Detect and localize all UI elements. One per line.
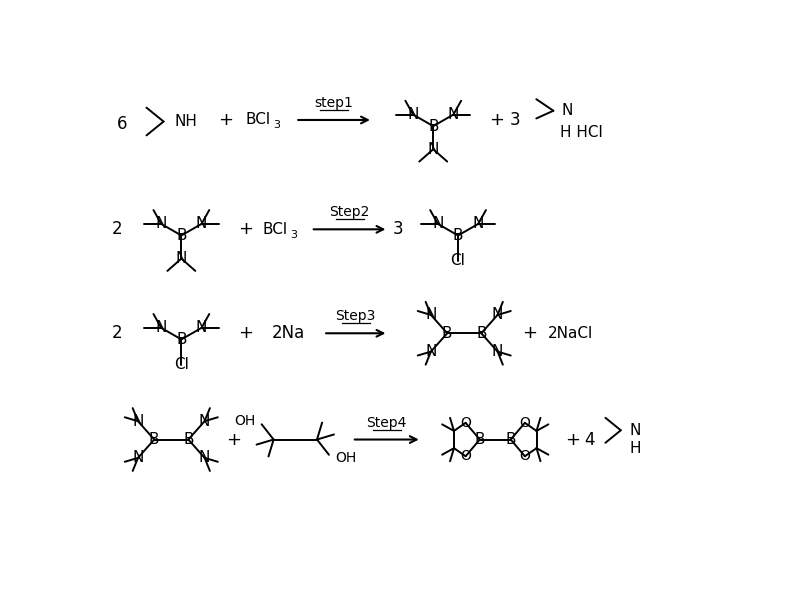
Text: N: N bbox=[426, 308, 437, 323]
Text: N: N bbox=[199, 414, 210, 429]
Text: N: N bbox=[629, 423, 641, 438]
Text: B: B bbox=[506, 432, 516, 447]
Text: +: + bbox=[226, 430, 241, 448]
Text: Cl: Cl bbox=[450, 253, 466, 268]
Text: N: N bbox=[199, 450, 210, 465]
Text: N: N bbox=[132, 414, 144, 429]
Text: +: + bbox=[566, 430, 580, 448]
Text: O: O bbox=[460, 449, 471, 464]
Text: 2: 2 bbox=[112, 220, 122, 238]
Text: 4: 4 bbox=[585, 430, 595, 448]
Text: step1: step1 bbox=[314, 96, 354, 110]
Text: Step4: Step4 bbox=[366, 415, 407, 429]
Text: B: B bbox=[183, 432, 194, 447]
Text: B: B bbox=[176, 332, 186, 347]
Text: 3: 3 bbox=[290, 230, 298, 240]
Text: N: N bbox=[448, 107, 459, 122]
Text: B: B bbox=[149, 432, 159, 447]
Text: 2: 2 bbox=[112, 324, 122, 343]
Text: BCl: BCl bbox=[262, 222, 288, 237]
Text: 3: 3 bbox=[393, 220, 404, 238]
Text: OH: OH bbox=[234, 414, 255, 428]
Text: B: B bbox=[453, 228, 463, 243]
Text: N: N bbox=[561, 103, 573, 118]
Text: N: N bbox=[473, 217, 484, 231]
Text: BCl: BCl bbox=[246, 113, 271, 128]
Text: +: + bbox=[522, 324, 538, 343]
Text: N: N bbox=[427, 141, 439, 157]
Text: N: N bbox=[407, 107, 419, 122]
Text: 3: 3 bbox=[510, 111, 520, 129]
Text: H HCl: H HCl bbox=[559, 125, 602, 140]
Text: N: N bbox=[196, 217, 207, 231]
Text: N: N bbox=[155, 217, 167, 231]
Text: B: B bbox=[474, 432, 485, 447]
Text: N: N bbox=[426, 344, 437, 359]
Text: 3: 3 bbox=[274, 120, 281, 131]
Text: 2Na: 2Na bbox=[272, 324, 306, 343]
Text: 6: 6 bbox=[117, 115, 127, 133]
Text: B: B bbox=[476, 326, 486, 341]
Text: B: B bbox=[442, 326, 453, 341]
Text: N: N bbox=[176, 251, 187, 266]
Text: N: N bbox=[492, 344, 503, 359]
Text: 2NaCl: 2NaCl bbox=[548, 326, 594, 341]
Text: OH: OH bbox=[335, 451, 356, 465]
Text: N: N bbox=[196, 320, 207, 335]
Text: O: O bbox=[519, 449, 530, 464]
Text: O: O bbox=[460, 416, 471, 430]
Text: +: + bbox=[218, 111, 233, 129]
Text: +: + bbox=[490, 111, 504, 129]
Text: N: N bbox=[132, 450, 144, 465]
Text: +: + bbox=[238, 324, 253, 343]
Text: B: B bbox=[176, 228, 186, 243]
Text: N: N bbox=[155, 320, 167, 335]
Text: NH: NH bbox=[174, 114, 198, 129]
Text: O: O bbox=[519, 416, 530, 430]
Text: +: + bbox=[238, 220, 253, 238]
Text: B: B bbox=[428, 119, 438, 134]
Text: Step2: Step2 bbox=[330, 205, 370, 219]
Text: Cl: Cl bbox=[174, 358, 189, 373]
Text: Step3: Step3 bbox=[335, 309, 376, 323]
Text: H: H bbox=[629, 441, 641, 456]
Text: N: N bbox=[492, 308, 503, 323]
Text: N: N bbox=[432, 217, 444, 231]
